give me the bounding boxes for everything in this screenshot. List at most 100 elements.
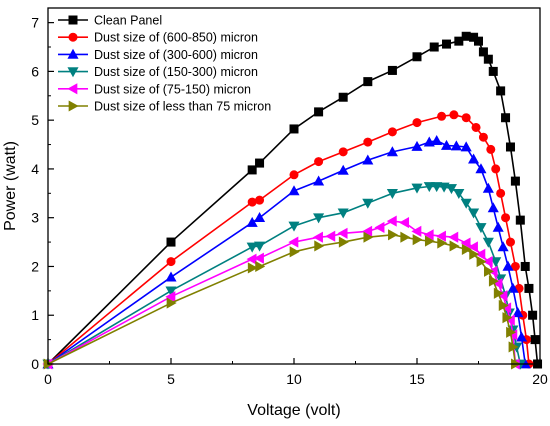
data-point: [516, 331, 528, 342]
data-point: [411, 225, 422, 237]
series-group: [42, 134, 531, 369]
data-point: [460, 141, 472, 152]
data-point: [424, 235, 435, 247]
data-point: [289, 170, 299, 180]
data-point: [387, 127, 397, 137]
data-point: [338, 92, 348, 102]
legend-marker: [67, 83, 78, 95]
data-point: [508, 341, 519, 353]
y-tick-label: 6: [31, 63, 39, 79]
data-point: [337, 164, 349, 175]
data-point: [515, 215, 525, 225]
data-point: [440, 139, 453, 150]
data-point: [166, 297, 177, 309]
data-point: [254, 241, 266, 252]
x-tick-label: 20: [532, 371, 548, 387]
y-tick-label: 0: [31, 356, 39, 372]
data-point: [505, 142, 515, 152]
data-point: [475, 163, 487, 174]
data-point: [496, 86, 506, 96]
data-point: [473, 36, 483, 46]
legend-label: Clean Panel: [94, 14, 162, 28]
data-point: [387, 65, 397, 75]
data-point: [386, 188, 398, 199]
y-tick-label: 1: [31, 307, 39, 323]
data-point: [165, 291, 176, 303]
data-point: [412, 52, 422, 62]
data-point: [484, 265, 494, 277]
y-axis-label: Power (watt): [2, 141, 19, 231]
data-point: [488, 275, 499, 287]
data-point: [431, 182, 443, 193]
data-point: [528, 310, 538, 320]
axis-ticks: 0 5 10 15 20 0 1 2 3 4 5 6 7: [31, 15, 548, 387]
data-point: [314, 240, 325, 252]
legend-label: Dust size of (150-300) micron: [94, 65, 258, 79]
data-point: [478, 132, 488, 142]
data-point: [247, 197, 257, 207]
legend: Clean Panel Dust size of (600-850) micron…: [58, 14, 271, 114]
data-point: [482, 256, 493, 268]
data-point: [510, 261, 520, 271]
data-point: [253, 252, 264, 264]
data-point: [442, 39, 452, 49]
data-point: [467, 241, 478, 253]
data-point: [255, 260, 266, 273]
data-point: [450, 140, 462, 151]
data-point: [488, 66, 498, 76]
data-point: [288, 221, 300, 232]
series-line: [47, 185, 522, 365]
series-group: [42, 215, 520, 370]
data-point: [469, 248, 480, 260]
data-point: [445, 184, 457, 195]
legend-label: Dust size of (300-600) micron: [94, 48, 258, 62]
data-point: [449, 240, 460, 252]
data-point: [468, 153, 480, 164]
data-point: [338, 236, 349, 248]
data-point: [423, 229, 434, 241]
data-point: [429, 42, 439, 52]
data-point: [471, 122, 481, 132]
data-point: [483, 54, 493, 64]
data-point: [338, 147, 348, 157]
data-point: [501, 113, 511, 123]
data-point: [325, 230, 336, 242]
series-line: [47, 139, 527, 365]
data-point: [165, 286, 177, 297]
data-point: [246, 253, 257, 265]
data-point: [502, 260, 514, 271]
data-point: [530, 335, 540, 345]
data-point: [493, 287, 504, 299]
legend-marker: [67, 48, 79, 59]
data-point: [247, 165, 257, 175]
data-point: [314, 157, 324, 167]
data-point: [363, 137, 373, 147]
data-point: [491, 164, 501, 174]
y-tick-label: 4: [31, 161, 39, 177]
data-point: [497, 241, 509, 252]
x-axis-label: Voltage (volt): [247, 402, 340, 419]
data-point: [312, 231, 323, 243]
data-point: [374, 221, 385, 234]
data-point: [435, 230, 446, 242]
data-point: [431, 134, 443, 145]
data-point: [165, 271, 177, 282]
data-point: [520, 261, 530, 271]
data-point: [501, 213, 511, 223]
legend-label: Dust size of less than 75 micron: [94, 100, 271, 114]
data-point: [524, 283, 534, 293]
data-point: [254, 212, 266, 223]
data-point: [313, 175, 325, 186]
y-tick-label: 7: [31, 15, 39, 31]
data-point: [166, 237, 176, 247]
series-group: [43, 31, 543, 369]
data-point: [362, 198, 374, 209]
series-group: [43, 229, 522, 370]
data-point: [255, 195, 265, 205]
legend-label: Dust size of (75-150) micron: [94, 82, 251, 96]
data-point: [460, 198, 472, 209]
data-point: [512, 307, 524, 318]
data-point: [314, 107, 324, 117]
data-point: [490, 257, 502, 268]
